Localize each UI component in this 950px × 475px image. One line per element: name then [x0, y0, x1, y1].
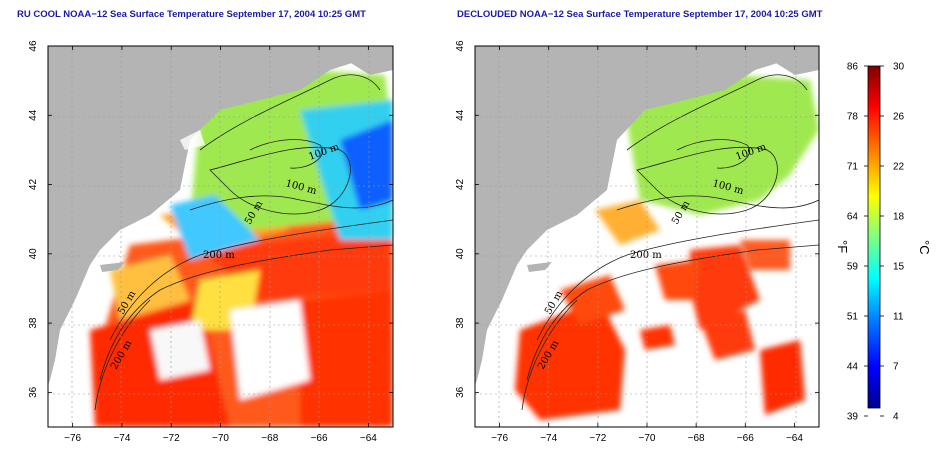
right-y-tick-label: 36 [455, 386, 466, 398]
fahrenheit-tick-label: 59 [847, 262, 859, 273]
right-x-tick-label: −76 [491, 433, 508, 444]
fahrenheit-tick-label: 51 [847, 312, 859, 323]
left-contour-label: 200 m [203, 250, 235, 261]
fahrenheit-tick-label: 78 [847, 112, 859, 123]
celsius-tick-label: 30 [893, 62, 905, 73]
celsius-tick-label: 15 [893, 262, 905, 273]
left-y-tick-label: 40 [28, 248, 39, 260]
fahrenheit-tick-label: 64 [847, 212, 859, 223]
right-x-tick-label: −66 [737, 433, 754, 444]
left-x-tick-label: −76 [64, 433, 81, 444]
left-x-tick-label: −66 [311, 433, 328, 444]
fahrenheit-tick-label: 39 [847, 412, 859, 423]
celsius-tick-label: 7 [893, 362, 899, 373]
right-x-tick-label: −72 [589, 433, 606, 444]
right-map-title: DECLOUDED NOAA−12 Sea Surface Temperatur… [457, 9, 823, 20]
right-y-tick-label: 46 [455, 40, 466, 52]
left-y-tick-label: 42 [28, 179, 39, 191]
right-x-tick-label: −70 [639, 433, 656, 444]
right-y-tick-label: 40 [455, 248, 466, 260]
left-x-tick-label: −64 [360, 433, 377, 444]
left-y-tick-label: 38 [28, 317, 39, 329]
right-x-tick-label: −68 [688, 433, 705, 444]
celsius-label: °C [917, 240, 932, 255]
right-map-image [475, 46, 819, 427]
celsius-tick-label: 22 [893, 162, 905, 173]
right-y-tick-label: 38 [455, 317, 466, 329]
celsius-tick-label: 18 [893, 212, 905, 223]
right-y-tick-label: 42 [455, 179, 466, 191]
left-y-tick-label: 46 [28, 40, 39, 52]
right-x-tick-label: −74 [540, 433, 557, 444]
left-map-title: RU COOL NOAA−12 Sea Surface Temperature … [17, 9, 366, 20]
celsius-tick-label: 11 [893, 312, 904, 323]
colorbar-gradient [867, 65, 881, 409]
fahrenheit-tick-label: 86 [847, 62, 859, 73]
left-x-tick-label: −74 [113, 433, 130, 444]
left-x-tick-label: −72 [163, 433, 180, 444]
left-y-tick-label: 44 [28, 109, 39, 121]
right-contour-label: 200 m [630, 250, 662, 261]
left-map-panel: 100 m 100 m 50 m 200 m 50 m 200 m −76 −74… [28, 40, 394, 444]
left-map-image [48, 46, 393, 427]
left-y-tick-label: 36 [28, 386, 39, 398]
fahrenheit-tick-label: 71 [847, 162, 859, 173]
celsius-tick-label: 26 [893, 112, 905, 123]
left-x-tick-label: −68 [261, 433, 278, 444]
fahrenheit-label: °F [835, 240, 850, 253]
colorbar: 86 78 71 64 59 51 44 39 30 26 22 18 15 11 7 4 °F °C [835, 62, 932, 423]
left-x-tick-label: −70 [212, 433, 229, 444]
fahrenheit-tick-label: 44 [847, 362, 859, 373]
right-map-panel: 100 m 100 m 50 m 200 m 50 m 200 m −76 −74… [455, 40, 820, 444]
right-x-tick-label: −64 [786, 433, 803, 444]
celsius-tick-label: 4 [893, 412, 899, 423]
right-y-tick-label: 44 [455, 109, 466, 121]
